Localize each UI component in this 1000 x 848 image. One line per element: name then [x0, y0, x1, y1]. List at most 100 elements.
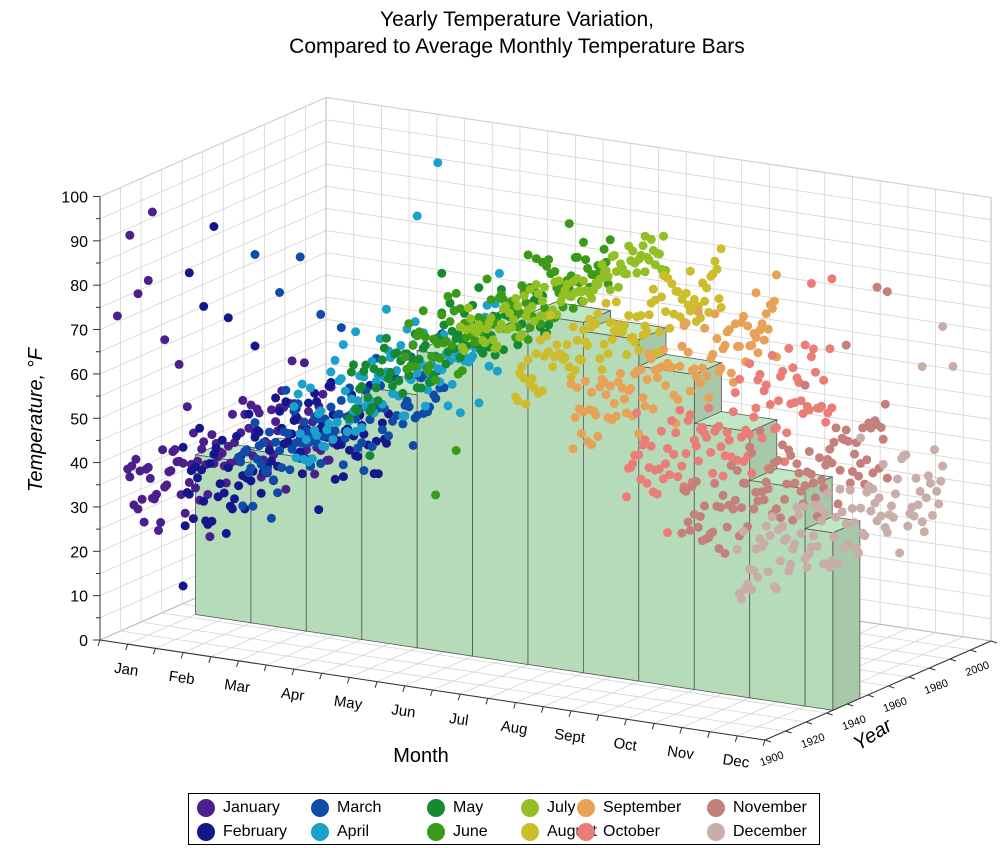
point-may: [349, 360, 358, 370]
point-august: [548, 362, 558, 372]
point-october: [813, 403, 822, 413]
point-april: [305, 383, 315, 393]
point-october: [821, 417, 831, 427]
legend-label: January: [223, 799, 280, 816]
point-may: [476, 345, 486, 355]
point-october: [730, 388, 740, 398]
point-august: [531, 349, 541, 359]
point-december: [893, 474, 902, 484]
x-tick: [651, 723, 655, 730]
y-tick-label: 100: [61, 190, 88, 207]
x-tick: [734, 735, 738, 742]
point-august: [568, 322, 578, 332]
point-may: [383, 374, 393, 384]
point-august: [515, 369, 525, 378]
point-october: [825, 344, 835, 354]
x-tick-label: Oct: [612, 735, 638, 755]
point-may: [346, 367, 356, 377]
point-october: [786, 399, 796, 409]
point-july: [533, 289, 543, 299]
point-april: [484, 361, 494, 371]
point-january: [310, 469, 320, 479]
point-december: [856, 433, 866, 443]
point-october: [708, 468, 718, 478]
point-september: [745, 341, 755, 351]
point-november: [730, 495, 740, 505]
point-april: [301, 435, 311, 445]
point-august: [638, 330, 648, 340]
point-july: [605, 285, 615, 295]
point-december: [773, 525, 783, 535]
point-may: [377, 355, 387, 365]
point-june: [400, 352, 410, 362]
point-december: [938, 322, 948, 331]
point-november: [808, 478, 818, 488]
point-august: [593, 309, 603, 319]
point-september: [576, 429, 586, 439]
point-december: [884, 510, 894, 520]
point-november: [833, 499, 843, 509]
point-december: [917, 362, 927, 372]
point-july: [638, 241, 648, 251]
z-tick: [764, 739, 772, 743]
point-march: [287, 444, 297, 454]
point-may: [365, 406, 375, 416]
point-february: [195, 423, 205, 433]
point-june: [443, 291, 453, 301]
point-august: [523, 355, 533, 364]
point-may: [344, 413, 354, 423]
point-november: [683, 517, 693, 527]
point-october: [827, 274, 837, 284]
point-april: [299, 454, 309, 464]
point-june: [429, 334, 439, 344]
point-february: [180, 521, 190, 531]
point-september: [722, 327, 732, 337]
point-may: [451, 333, 461, 343]
point-august: [601, 298, 611, 308]
point-september: [718, 344, 728, 354]
point-february: [186, 466, 196, 476]
point-december: [856, 503, 866, 513]
point-april: [314, 409, 324, 419]
point-may: [373, 396, 383, 406]
point-april: [443, 401, 453, 411]
point-november: [825, 444, 835, 454]
point-july: [616, 259, 625, 269]
point-january: [191, 483, 200, 493]
legend-label: June: [453, 823, 488, 840]
point-november: [804, 447, 814, 456]
point-february: [201, 516, 211, 526]
point-december: [934, 499, 944, 509]
point-november: [829, 437, 839, 447]
point-april: [433, 158, 443, 168]
point-december: [802, 562, 812, 572]
point-november: [790, 478, 800, 488]
point-august: [626, 333, 636, 343]
point-july: [478, 336, 488, 345]
point-december: [821, 509, 831, 518]
point-august: [599, 340, 609, 349]
point-april: [326, 367, 336, 377]
legend-label: December: [733, 823, 807, 840]
point-september: [659, 345, 668, 355]
point-may: [365, 451, 375, 461]
point-november: [724, 500, 734, 510]
point-november: [858, 423, 868, 433]
point-january: [137, 494, 147, 504]
point-october: [745, 359, 755, 369]
point-april: [340, 386, 350, 396]
point-june: [525, 323, 535, 333]
point-august: [603, 349, 613, 359]
point-february: [182, 488, 192, 497]
point-september: [691, 372, 701, 382]
legend-label: October: [603, 823, 660, 840]
point-november: [872, 282, 882, 292]
legend: January February March April May June July Augu…: [188, 793, 820, 845]
point-august: [574, 354, 584, 364]
point-february: [184, 268, 194, 278]
point-november: [677, 528, 687, 538]
point-november: [718, 490, 728, 500]
point-september: [693, 307, 703, 317]
point-august: [550, 352, 560, 362]
